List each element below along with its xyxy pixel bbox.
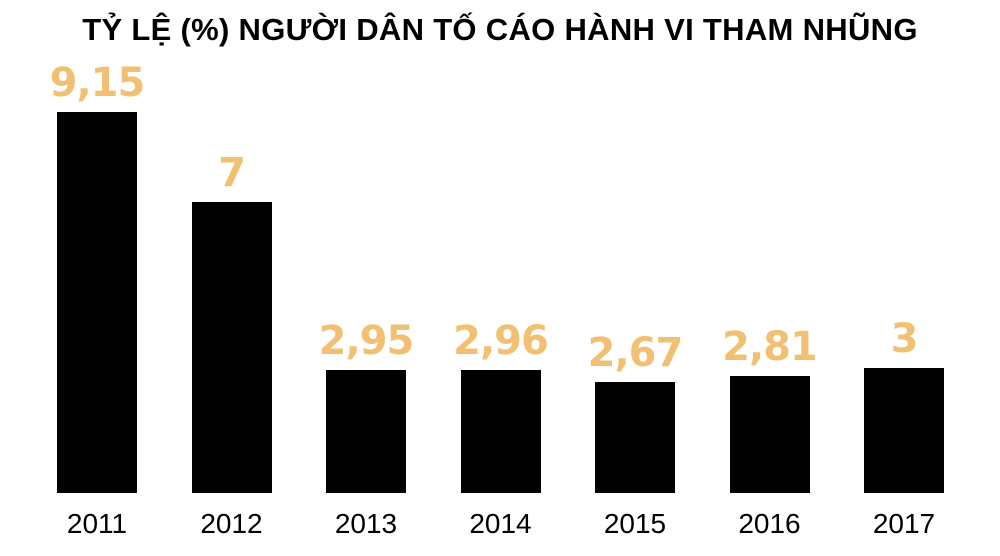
- bar-2011: [57, 112, 137, 493]
- x-tick-label-2017: 2017: [872, 508, 936, 539]
- bar-2012: [191, 201, 272, 493]
- bar-2013: [326, 370, 406, 493]
- x-tick-label-2014: 2014: [469, 508, 532, 539]
- value-label-2014: 2,96: [453, 317, 549, 364]
- x-tick-label-2013: 2013: [334, 508, 398, 539]
- bar-2017: [864, 368, 944, 493]
- chart-title: TỶ LỆ (%) NGƯỜI DÂN TỐ CÁO HÀNH VI THAM …: [82, 12, 918, 47]
- x-tick-label-2015: 2015: [603, 508, 667, 539]
- value-label-2015: 2,67: [587, 329, 684, 376]
- value-label-2017: 3: [890, 316, 919, 363]
- value-label-2013: 2,95: [318, 318, 415, 365]
- x-tick-label-2012: 2012: [200, 508, 263, 539]
- value-label-2011: 9,15: [49, 60, 146, 106]
- x-tick-label-2011: 2011: [66, 508, 128, 539]
- value-label-2016: 2,81: [722, 323, 818, 370]
- x-tick-label-2016: 2016: [738, 508, 801, 539]
- value-label-2012: 7: [218, 149, 246, 196]
- bar-2014: [460, 369, 541, 493]
- bar-2015: [595, 381, 675, 493]
- bar-2016: [729, 375, 810, 493]
